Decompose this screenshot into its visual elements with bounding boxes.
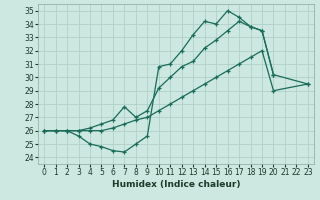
X-axis label: Humidex (Indice chaleur): Humidex (Indice chaleur)	[112, 180, 240, 189]
